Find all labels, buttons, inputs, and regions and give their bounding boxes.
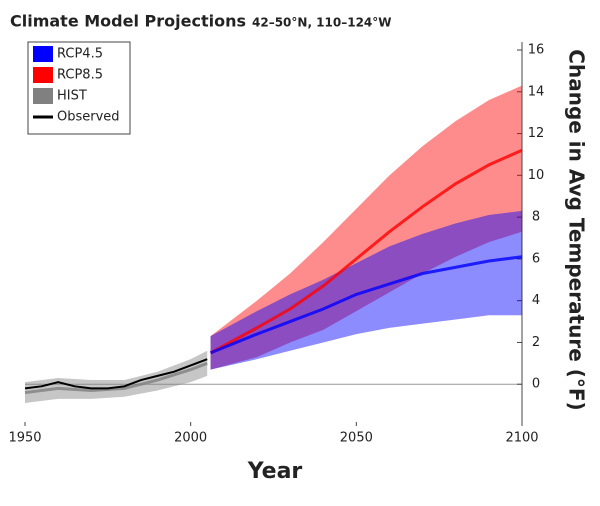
y-tick-label: 14 (528, 84, 545, 99)
legend-label: Observed (57, 110, 120, 125)
x-tick-label: 2000 (174, 431, 207, 446)
y-tick-label: 4 (532, 293, 540, 308)
x-tick-label: 1950 (8, 431, 41, 446)
legend-label: RCP8.5 (57, 68, 103, 83)
y-tick-label: 8 (532, 210, 540, 225)
chart-title: Climate Model Projections (10, 12, 246, 31)
median-line (209, 148, 523, 355)
y-tick-label: 6 (532, 251, 540, 266)
legend-label: HIST (57, 89, 87, 104)
x-tick-label: 2050 (340, 431, 373, 446)
legend-swatch (33, 88, 53, 104)
y-tick-label: 16 (528, 43, 545, 58)
y-tick-label: 10 (528, 168, 545, 183)
observed-line (24, 358, 208, 390)
band (210, 85, 522, 370)
chart-subtitle: 42–50°N, 110–124°W (252, 16, 392, 30)
legend-swatch (33, 67, 53, 83)
median-line (209, 255, 523, 355)
legend-label: RCP4.5 (57, 47, 103, 62)
y-tick-label: 12 (528, 126, 545, 141)
x-axis-label: Year (247, 459, 303, 484)
x-tick-label: 2100 (505, 431, 538, 446)
median-line (24, 361, 208, 395)
band (25, 350, 208, 404)
y-tick-label: 2 (532, 335, 540, 350)
legend-swatch (33, 46, 53, 62)
y-tick-label: 0 (532, 377, 540, 392)
y-axis-label: Change in Avg Temperature (°F) (565, 49, 589, 410)
